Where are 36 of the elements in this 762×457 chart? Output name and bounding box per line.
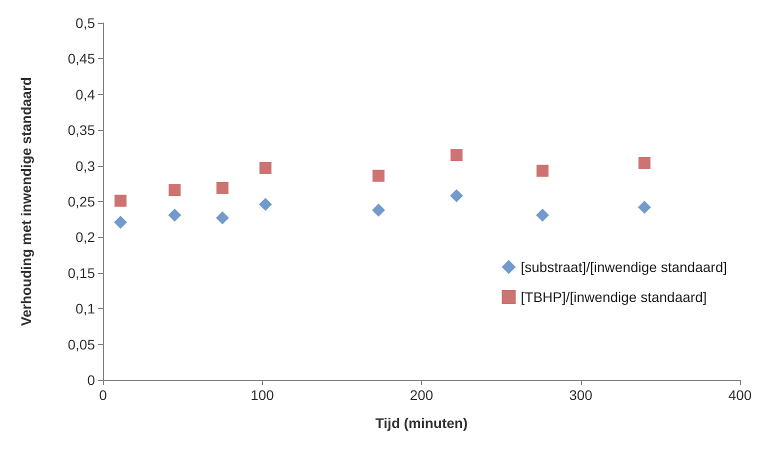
point	[536, 164, 549, 177]
point	[638, 200, 651, 214]
x-tick-label: 0	[99, 387, 108, 403]
legend-label: [substraat]/[inwendige standaard]	[520, 259, 728, 275]
x-tick-label: 300	[569, 387, 593, 403]
point	[168, 208, 182, 222]
point	[638, 156, 650, 169]
point	[372, 204, 386, 217]
point	[536, 208, 550, 222]
y-tick-label: 0,1	[76, 300, 96, 317]
y-tick-label: 0,4	[76, 86, 96, 102]
y-tick-label: 0,45	[68, 50, 96, 67]
x-tick-label: 400	[728, 387, 752, 403]
y-axis-title: Verhouding met inwendige standaard	[18, 77, 34, 326]
point	[216, 211, 229, 224]
y-tick-label: 0,05	[68, 336, 96, 352]
point	[114, 216, 128, 229]
y-tick-label: 0,35	[68, 122, 96, 138]
point	[168, 184, 181, 196]
point	[114, 194, 127, 207]
point	[258, 198, 272, 211]
y-tick-label: 0	[87, 372, 96, 388]
point	[450, 189, 464, 202]
y-tick-label: 0,5	[76, 15, 96, 31]
point	[450, 149, 463, 162]
y-tick-label: 0,25	[68, 194, 96, 210]
point	[259, 162, 272, 174]
x-axis-title: Tijd (minuten)	[375, 415, 468, 431]
y-tick-label: 0,2	[76, 229, 96, 246]
point	[372, 170, 385, 182]
x-tick-label: 100	[250, 387, 274, 403]
x-tick-label: 200	[410, 387, 434, 403]
y-tick-label: 0,15	[68, 264, 96, 281]
y-tick-label: 0,3	[76, 158, 96, 174]
point	[216, 182, 228, 194]
legend-label: [TBHP]/[inwendige standaard]	[520, 289, 707, 305]
